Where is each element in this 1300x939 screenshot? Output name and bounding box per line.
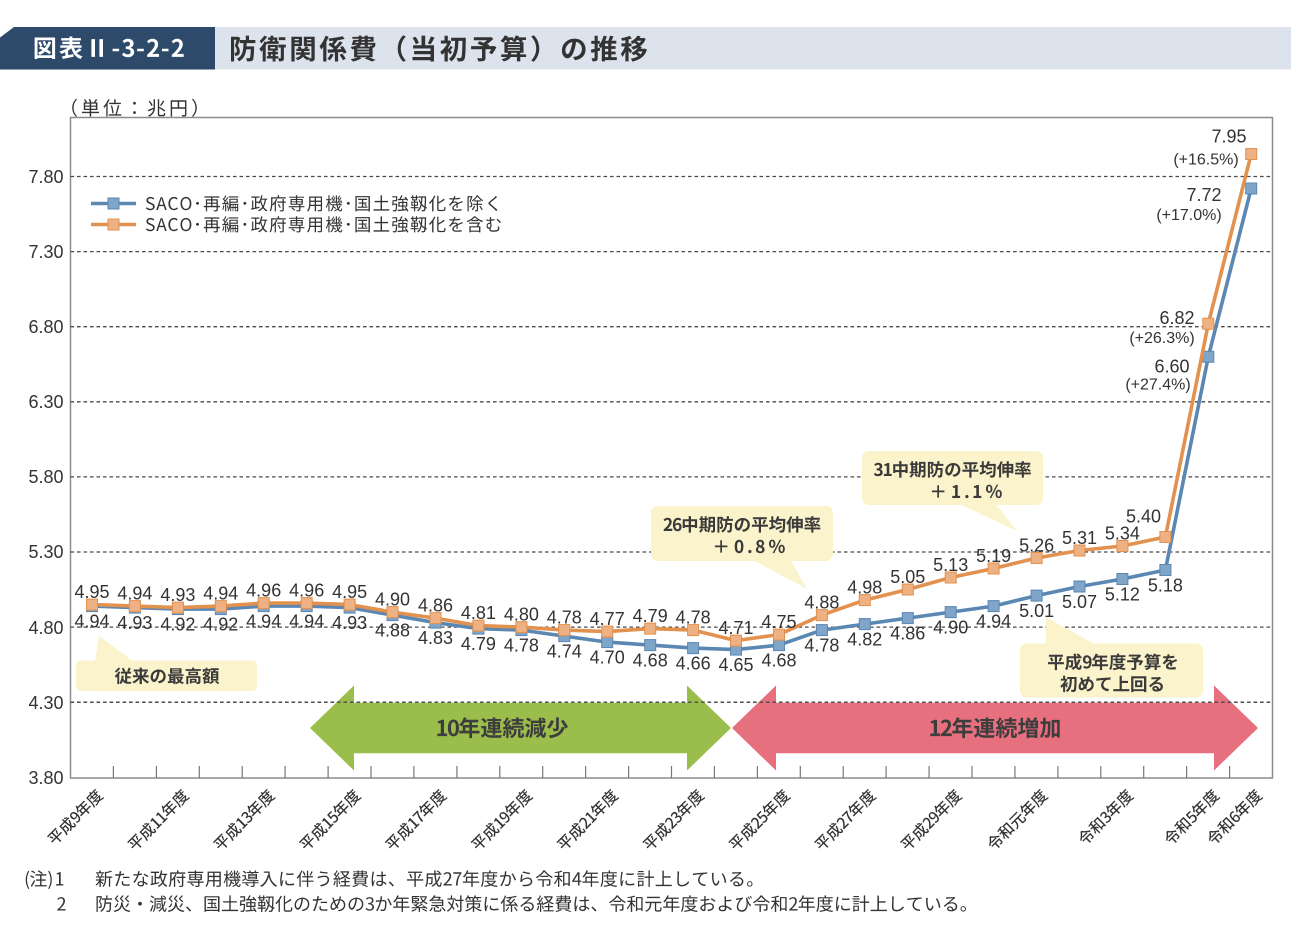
svg-text:4.92: 4.92 xyxy=(203,615,238,635)
svg-text:6.82: 6.82 xyxy=(1159,308,1194,328)
svg-text:3.80: 3.80 xyxy=(28,768,63,788)
svg-text:6.80: 6.80 xyxy=(28,317,63,337)
svg-text:5.13: 5.13 xyxy=(933,555,968,575)
svg-text:(+16.5%): (+16.5%) xyxy=(1173,152,1238,169)
svg-text:4.95: 4.95 xyxy=(332,582,367,602)
svg-text:4.79: 4.79 xyxy=(633,606,668,626)
svg-text:4.74: 4.74 xyxy=(547,642,582,662)
svg-text:4.78: 4.78 xyxy=(676,608,711,628)
svg-text:4.88: 4.88 xyxy=(375,621,410,641)
svg-text:6.60: 6.60 xyxy=(1154,357,1189,377)
svg-text:4.78: 4.78 xyxy=(547,608,582,628)
svg-text:(+17.0%): (+17.0%) xyxy=(1156,207,1221,224)
svg-text:5.01: 5.01 xyxy=(1019,601,1054,621)
svg-text:4.94: 4.94 xyxy=(246,612,281,632)
svg-text:4.86: 4.86 xyxy=(418,596,453,616)
svg-text:5.12: 5.12 xyxy=(1105,585,1140,605)
svg-text:5.19: 5.19 xyxy=(976,546,1011,566)
svg-text:4.93: 4.93 xyxy=(160,585,195,605)
svg-text:5.07: 5.07 xyxy=(1062,592,1097,612)
svg-text:5.05: 5.05 xyxy=(890,567,925,587)
svg-text:4.81: 4.81 xyxy=(461,603,496,623)
svg-text:5.18: 5.18 xyxy=(1148,576,1183,596)
svg-text:4.78: 4.78 xyxy=(804,636,839,656)
svg-text:4.93: 4.93 xyxy=(117,613,152,633)
svg-text:4.92: 4.92 xyxy=(160,615,195,635)
svg-text:7.95: 7.95 xyxy=(1211,127,1246,147)
svg-text:4.94: 4.94 xyxy=(74,612,109,632)
svg-text:4.79: 4.79 xyxy=(461,634,496,654)
svg-text:4.94: 4.94 xyxy=(976,612,1011,632)
svg-text:4.90: 4.90 xyxy=(375,590,410,610)
svg-text:4.65: 4.65 xyxy=(718,655,753,675)
svg-text:4.96: 4.96 xyxy=(246,581,281,601)
svg-text:4.70: 4.70 xyxy=(590,648,625,668)
svg-text:5.40: 5.40 xyxy=(1126,507,1161,527)
svg-text:7.30: 7.30 xyxy=(28,242,63,262)
svg-text:4.94: 4.94 xyxy=(117,584,152,604)
svg-text:4.78: 4.78 xyxy=(504,636,539,656)
svg-text:4.66: 4.66 xyxy=(676,654,711,674)
svg-text:4.80: 4.80 xyxy=(504,605,539,625)
svg-text:4.68: 4.68 xyxy=(761,651,796,671)
svg-text:5.30: 5.30 xyxy=(28,542,63,562)
svg-text:4.71: 4.71 xyxy=(718,618,753,638)
svg-text:4.68: 4.68 xyxy=(633,651,668,671)
svg-text:5.34: 5.34 xyxy=(1105,524,1140,544)
svg-text:4.95: 4.95 xyxy=(74,582,109,602)
svg-text:4.88: 4.88 xyxy=(804,593,839,613)
svg-text:4.86: 4.86 xyxy=(890,624,925,644)
svg-text:5.80: 5.80 xyxy=(28,467,63,487)
svg-text:4.83: 4.83 xyxy=(418,628,453,648)
svg-text:4.96: 4.96 xyxy=(289,581,324,601)
svg-text:4.98: 4.98 xyxy=(847,578,882,598)
svg-text:4.94: 4.94 xyxy=(203,584,238,604)
svg-text:4.77: 4.77 xyxy=(590,609,625,629)
svg-text:4.82: 4.82 xyxy=(847,630,882,650)
svg-text:5.26: 5.26 xyxy=(1019,536,1054,556)
svg-text:4.75: 4.75 xyxy=(761,612,796,632)
svg-text:4.93: 4.93 xyxy=(332,613,367,633)
svg-text:4.94: 4.94 xyxy=(289,612,324,632)
svg-text:7.72: 7.72 xyxy=(1186,185,1221,205)
svg-text:4.90: 4.90 xyxy=(933,618,968,638)
svg-text:4.30: 4.30 xyxy=(28,693,63,713)
svg-text:7.80: 7.80 xyxy=(28,167,63,187)
svg-text:4.80: 4.80 xyxy=(28,618,63,638)
svg-text:(+26.3%): (+26.3%) xyxy=(1129,330,1194,347)
svg-text:(+27.4%): (+27.4%) xyxy=(1125,377,1190,394)
svg-text:5.31: 5.31 xyxy=(1062,528,1097,548)
svg-text:6.30: 6.30 xyxy=(28,392,63,412)
